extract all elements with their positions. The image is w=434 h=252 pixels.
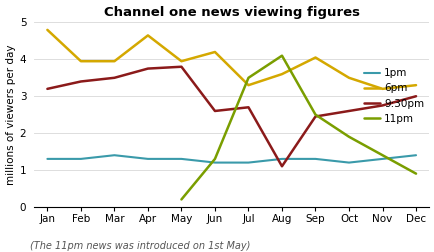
Title: Channel one news viewing figures: Channel one news viewing figures bbox=[103, 6, 359, 19]
Legend: 1pm, 6pm, 9:30pm, 11pm: 1pm, 6pm, 9:30pm, 11pm bbox=[364, 68, 423, 124]
Y-axis label: millions of viewers per day: millions of viewers per day bbox=[6, 44, 16, 185]
Text: (The 11pm news was introduced on 1st May): (The 11pm news was introduced on 1st May… bbox=[30, 241, 250, 251]
